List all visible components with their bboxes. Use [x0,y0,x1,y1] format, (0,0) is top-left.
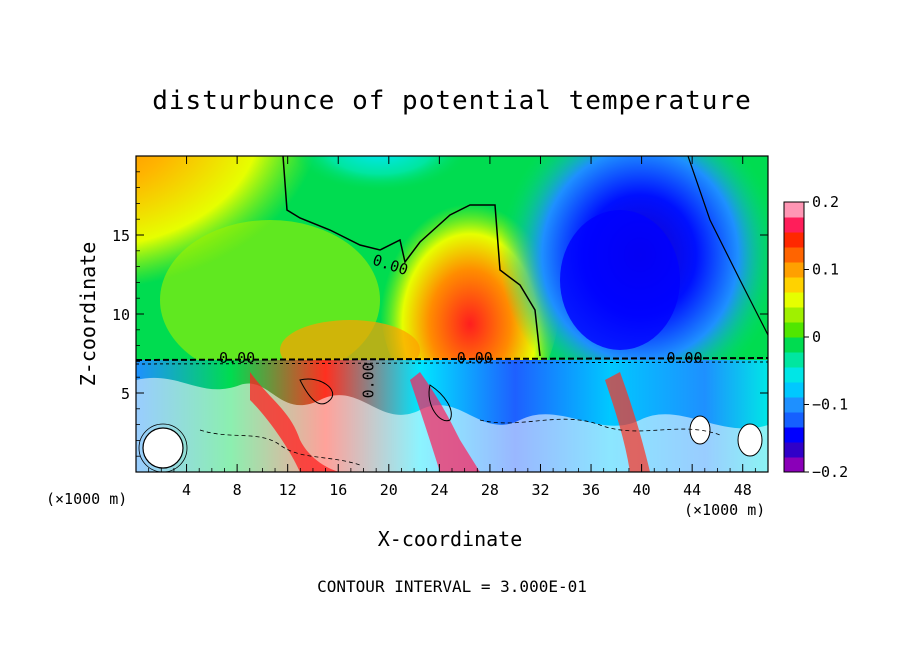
x-tick-label: 20 [380,481,398,499]
colorbar-tick-label: 0 [812,328,821,346]
colorbar-swatch [784,202,804,218]
colorbar-tick-label: −0.2 [812,463,848,481]
colorbar-swatch [784,277,804,293]
colorbar-swatch [784,412,804,428]
colorbar-swatch [784,217,804,233]
chart-title: disturbunce of potential temperature [152,86,752,116]
colorbar-tick-label: 0.2 [812,193,839,211]
x-tick-label: 48 [734,481,752,499]
colorbar-swatch [784,307,804,323]
cold-core [560,210,680,350]
colorbar-tick-label: −0.1 [812,396,848,414]
colorbar-swatch [784,397,804,413]
colorbar-swatch [784,367,804,383]
colorbar-swatch [784,232,804,248]
x-tick-label: 16 [329,481,347,499]
y-axis: 5 10 15 [112,171,768,457]
x-unit-left: (×1000 m) [46,490,128,508]
contour-interval: CONTOUR INTERVAL = 3.000E-01 [317,577,587,596]
x-tick-label: 24 [430,481,448,499]
warm-plume-1 [250,372,340,472]
x-axis-label: X-coordinate [377,527,523,551]
x-tick-label: 12 [279,481,297,499]
warm-plume-3 [605,372,650,472]
y-tick-label: 10 [112,306,130,324]
vortex-left [142,427,184,469]
lower-field [136,357,768,472]
x-unit-right: (×1000 m) [684,501,766,519]
warm-plume-2 [410,372,480,472]
zero-contour-right [687,156,768,336]
x-tick-label: 28 [481,481,499,499]
colorbar-swatch [784,427,804,443]
x-tick-label: 4 [182,481,191,499]
colorbar-swatch [784,262,804,278]
x-axis: 4 8 12 16 20 24 28 32 36 40 44 48 [148,156,756,499]
contour-label: 0.00 [667,349,703,367]
colorbar-swatch [784,352,804,368]
colorbar-tick-label: 0.1 [812,261,839,279]
vortex-far-right [737,423,763,457]
colorbar-swatch [784,322,804,338]
colorbar-swatch [784,292,804,308]
x-tick-label: 44 [683,481,701,499]
colorbar-swatch [784,442,804,458]
colorbar-swatch [784,457,804,473]
contour-label: 0.00 [457,349,493,367]
x-tick-label: 40 [633,481,651,499]
y-axis-label: Z-coordinate [76,241,100,387]
vortex-right [689,415,711,445]
y-tick-label: 5 [121,385,130,403]
colorbar: 0.2 0.1 0 −0.1 −0.2 [783,193,848,481]
contour-label: 0.00 [219,349,255,367]
x-tick-label: 8 [233,481,242,499]
zero-contour-upper [282,156,541,357]
x-tick-label: 36 [582,481,600,499]
y-tick-label: 15 [112,227,130,245]
interface-contour [136,357,768,361]
colorbar-swatch [784,337,804,353]
contour-label: 0.00 [360,362,378,398]
colorbar-swatch [784,247,804,263]
colorbar-swatch [784,382,804,398]
x-tick-label: 32 [531,481,549,499]
